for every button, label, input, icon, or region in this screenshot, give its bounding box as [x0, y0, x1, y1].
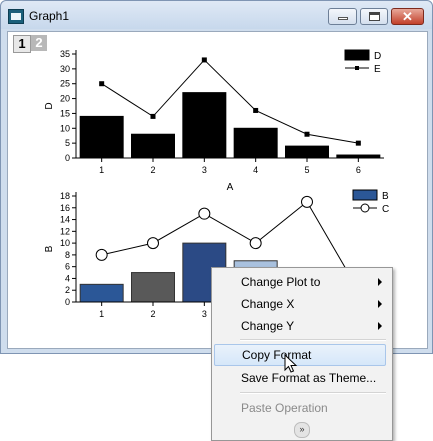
line-series-C [101, 201, 359, 291]
y-tick-label: 15 [60, 108, 70, 118]
x-tick-label: 4 [253, 165, 258, 175]
x-tick-label: 2 [150, 309, 155, 319]
menu-paste-operation: Paste Operation [212, 397, 390, 419]
legend-label: D [374, 51, 381, 62]
menu-item-label: Copy Format [242, 348, 312, 362]
y-tick-label: 5 [65, 138, 70, 148]
bar-D [131, 133, 175, 159]
menu-separator [240, 392, 386, 394]
bar-B [79, 283, 124, 303]
y-tick-label: 10 [60, 123, 70, 133]
menu-item-label: Paste Operation [241, 401, 328, 415]
x-axis-title: A [227, 182, 234, 192]
menu-item-label: Change Plot to [241, 275, 321, 289]
submenu-arrow-icon [378, 300, 382, 308]
menu-separator [240, 339, 386, 341]
point-E [355, 140, 361, 146]
y-tick-label: 20 [60, 94, 70, 104]
maximize-button[interactable] [360, 8, 388, 25]
line-series-E [101, 59, 359, 144]
menu-change-x[interactable]: Change X [212, 293, 390, 315]
y-tick-label: 35 [60, 49, 70, 59]
y-tick-label: 2 [65, 285, 70, 295]
x-tick-label: 1 [99, 165, 104, 175]
point-E [150, 113, 156, 119]
y-axis-title: D [44, 102, 55, 109]
window-title: Graph1 [29, 9, 70, 23]
y-tick-label: 6 [65, 262, 70, 272]
y-tick-label: 25 [60, 79, 70, 89]
y-tick-label: 30 [60, 64, 70, 74]
menu-change-plot-to[interactable]: Change Plot to [212, 271, 390, 293]
layer-tab-1[interactable]: 1 [13, 35, 31, 53]
y-tick-label: 12 [60, 226, 70, 236]
point-C [301, 195, 313, 208]
context-menu: Change Plot to Change X Change Y Copy Fo… [211, 267, 393, 441]
bar-D [79, 115, 124, 159]
legend-swatch-B [352, 189, 378, 201]
menu-item-label: Save Format as Theme... [241, 371, 377, 385]
point-E [201, 57, 207, 63]
x-tick-label: 2 [150, 165, 155, 175]
minimize-icon [338, 17, 348, 20]
submenu-arrow-icon [378, 278, 382, 286]
close-button[interactable]: ✕ [391, 8, 424, 25]
menu-expand-icon[interactable]: » [294, 422, 310, 438]
legend-label: E [374, 64, 381, 75]
menu-copy-format[interactable]: Copy Format [214, 344, 386, 366]
submenu-arrow-icon [378, 322, 382, 330]
bar-B [131, 272, 175, 303]
legend-swatch-D [344, 49, 370, 61]
x-tick-label: 3 [202, 165, 207, 175]
point-E [304, 131, 310, 137]
point-C [249, 237, 262, 250]
menu-item-label: Change Y [241, 319, 295, 333]
x-tick-label: 3 [202, 309, 207, 319]
bar-D [182, 92, 227, 159]
y-tick-label: 8 [65, 250, 70, 260]
point-E [99, 81, 105, 87]
y-tick-label: 10 [60, 238, 70, 248]
x-tick-label: 1 [99, 309, 104, 319]
legend-marker [355, 66, 359, 70]
point-C [147, 237, 159, 250]
x-tick-label: 5 [304, 165, 309, 175]
point-E [253, 107, 259, 113]
legend-label: B [382, 191, 389, 202]
point-C [95, 248, 108, 261]
point-C [198, 207, 211, 220]
close-icon: ✕ [402, 9, 413, 24]
y-tick-label: 14 [60, 215, 70, 225]
menu-save-format-as-theme[interactable]: Save Format as Theme... [212, 367, 390, 389]
legend-label: C [382, 204, 389, 215]
y-tick-label: 0 [65, 297, 70, 307]
minimize-button[interactable] [328, 8, 357, 25]
graph-app-icon[interactable] [8, 9, 24, 24]
y-tick-label: 0 [65, 153, 70, 163]
x-tick-label: 6 [356, 165, 361, 175]
menu-item-label: Change X [241, 297, 295, 311]
y-tick-label: 16 [60, 203, 70, 213]
bar-D [285, 145, 329, 159]
title-bar[interactable]: Graph1 ✕ [1, 1, 432, 29]
y-tick-label: 4 [65, 273, 70, 283]
menu-change-y[interactable]: Change Y [212, 315, 390, 337]
maximize-icon [369, 12, 380, 21]
bar-D [233, 127, 278, 159]
y-tick-label: 18 [60, 191, 70, 201]
mouse-cursor-icon [284, 354, 298, 373]
legend-marker [360, 203, 370, 213]
layer-tab-2[interactable]: 2 [31, 35, 47, 51]
y-axis-title: B [44, 245, 55, 252]
